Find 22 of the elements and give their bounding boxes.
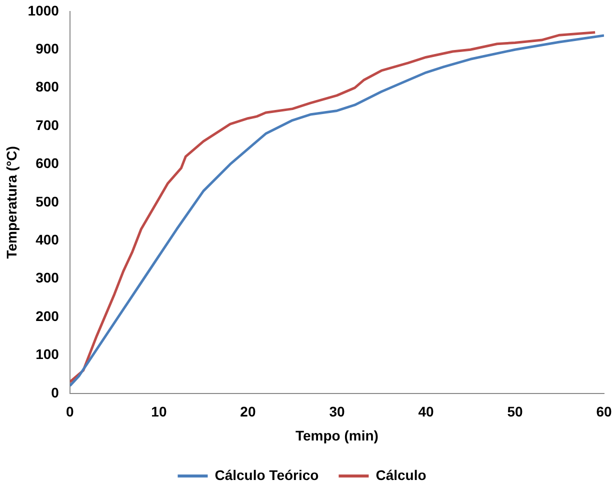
y-tick-label: 500 [36, 193, 60, 210]
y-tick-label: 0 [51, 384, 60, 400]
y-tick-label: 800 [36, 78, 60, 95]
y-tick-label: 600 [36, 155, 60, 172]
y-tick-label: 1000 [28, 2, 60, 18]
x-tick-label: 10 [151, 404, 167, 420]
x-tick-label: 40 [418, 404, 434, 420]
x-tick-label: 60 [596, 404, 612, 420]
y-tick-label: 200 [36, 308, 60, 324]
y-tick-label: 300 [36, 270, 60, 286]
y-tick-label: 900 [36, 40, 60, 56]
x-axis-title: Tempo (min) [295, 427, 378, 444]
y-tick-label: 400 [36, 231, 60, 248]
legend-label: Cálculo [376, 466, 426, 483]
legend-label: Cálculo Teórico [214, 466, 319, 483]
y-axis-title: Temperatura (°C) [3, 146, 20, 259]
y-tick-label: 100 [36, 346, 60, 362]
x-tick-label: 0 [66, 404, 74, 420]
y-tick-label: 700 [36, 116, 60, 133]
x-tick-label: 20 [240, 404, 256, 420]
x-tick-label: 30 [329, 404, 345, 420]
x-tick-label: 50 [507, 404, 523, 420]
